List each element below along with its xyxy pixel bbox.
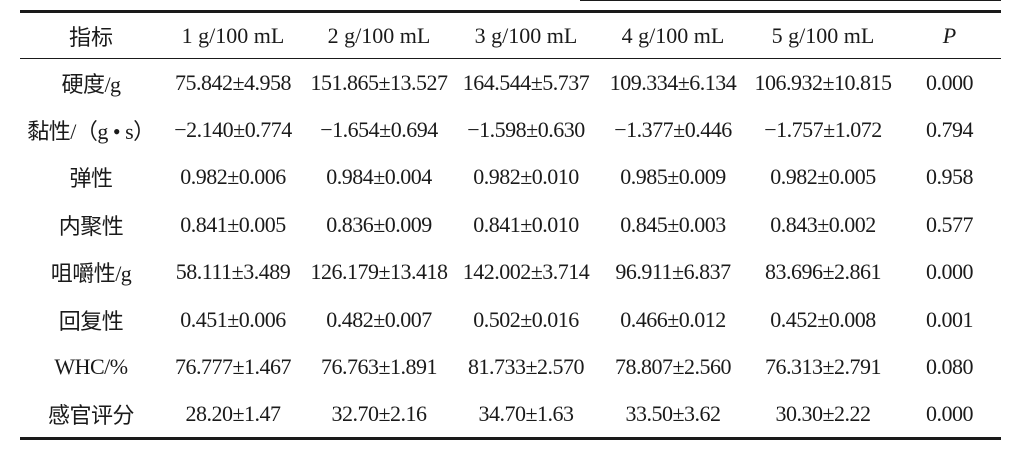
table-row: WHC/% 76.777±1.467 76.763±1.891 81.733±2…: [20, 344, 1001, 392]
header-row: 指标 1 g/100 mL 2 g/100 mL 3 g/100 mL 4 g/…: [20, 10, 1001, 59]
table-cell: −1.598±0.630: [467, 116, 585, 142]
table-row: 回复性 0.451±0.006 0.482±0.007 0.502±0.016 …: [20, 296, 1001, 344]
table-cell: 0.836±0.009: [326, 211, 432, 237]
table-cell: 0.841±0.010: [473, 211, 579, 237]
row-label: 感官评分: [20, 391, 162, 440]
table-cell: 78.807±2.560: [614, 354, 732, 380]
row-label: 回复性: [58, 308, 124, 334]
table-cell: 0.845±0.003: [620, 211, 726, 237]
table-cell: 76.313±2.791: [764, 354, 882, 380]
row-label: WHC/%: [54, 354, 128, 380]
table-row: 弹性 0.982±0.006 0.984±0.004 0.982±0.010 0…: [20, 154, 1001, 202]
header-conc-4: 4 g/100 mL: [598, 10, 748, 59]
table-cell: 0.452±0.008: [770, 306, 876, 332]
table-cell: −2.140±0.774: [174, 116, 292, 142]
table-row: 感官评分 28.20±1.47 32.70±2.16 34.70±1.63 33…: [20, 391, 1001, 440]
p-value-cell: 0.577: [926, 211, 974, 237]
table-cell: 32.70±2.16: [304, 391, 454, 440]
p-value-cell: 0.080: [926, 354, 974, 380]
header-conc-3: 3 g/100 mL: [454, 10, 598, 59]
table-cell: 58.111±3.489: [175, 259, 291, 285]
header-conc-1: 1 g/100 mL: [162, 10, 304, 59]
table-cell: 109.334±6.134: [609, 69, 737, 95]
table-cell: 151.865±13.527: [310, 69, 448, 95]
table-cell: 0.985±0.009: [620, 164, 726, 190]
table-cell: 0.502±0.016: [473, 306, 579, 332]
table-cell: 126.179±13.418: [310, 259, 448, 285]
row-label: 黏性/（g • s）: [27, 118, 155, 144]
table-cell: −1.757±1.072: [764, 116, 882, 142]
header-p-value: P: [898, 10, 1001, 59]
p-value-cell: 0.000: [926, 259, 974, 285]
table-cell: 76.763±1.891: [320, 354, 438, 380]
table-row: 硬度/g 75.842±4.958 151.865±13.527 164.544…: [20, 59, 1001, 107]
header-conc-2: 2 g/100 mL: [304, 10, 454, 59]
table-cell: 0.982±0.005: [770, 164, 876, 190]
p-value-cell: 0.000: [926, 69, 974, 95]
table-cell: −1.377±0.446: [614, 116, 732, 142]
p-value-cell: 0.001: [926, 306, 974, 332]
table-cell: −1.654±0.694: [320, 116, 438, 142]
table-cell: 0.841±0.005: [180, 211, 286, 237]
table-cell: 0.466±0.012: [620, 306, 726, 332]
table-cell: 106.932±10.815: [754, 69, 892, 95]
table-cell: 75.842±4.958: [174, 69, 292, 95]
table-cell: 34.70±1.63: [454, 391, 598, 440]
table-cell: 30.30±2.22: [748, 391, 898, 440]
header-indicator: 指标: [20, 10, 162, 59]
table-cell: 0.984±0.004: [326, 164, 432, 190]
table-cell: 33.50±3.62: [598, 391, 748, 440]
row-label: 弹性: [69, 166, 113, 192]
table-row: 咀嚼性/g 58.111±3.489 126.179±13.418 142.00…: [20, 249, 1001, 297]
row-label: 内聚性: [58, 213, 124, 239]
row-label: 硬度/g: [61, 71, 121, 97]
table-cell: 142.002±3.714: [462, 259, 590, 285]
table-cell: 0.982±0.006: [180, 164, 286, 190]
texture-properties-table: 指标 1 g/100 mL 2 g/100 mL 3 g/100 mL 4 g/…: [20, 10, 1001, 440]
preceding-rule-fragment: [580, 0, 1001, 1]
table-row: 内聚性 0.841±0.005 0.836±0.009 0.841±0.010 …: [20, 201, 1001, 249]
table-cell: 83.696±2.861: [764, 259, 882, 285]
row-label: 咀嚼性/g: [50, 261, 132, 287]
header-conc-5: 5 g/100 mL: [748, 10, 898, 59]
table-cell: 96.911±6.837: [615, 259, 731, 285]
p-value-cell: 0.958: [926, 164, 974, 190]
table-cell: 0.451±0.006: [180, 306, 286, 332]
p-value-cell: 0.000: [898, 391, 1001, 440]
table-cell: 164.544±5.737: [462, 69, 590, 95]
table-row: 黏性/（g • s） −2.140±0.774 −1.654±0.694 −1.…: [20, 106, 1001, 154]
table-cell: 0.482±0.007: [326, 306, 432, 332]
table-cell: 0.982±0.010: [473, 164, 579, 190]
table-cell: 76.777±1.467: [174, 354, 292, 380]
table-cell: 28.20±1.47: [162, 391, 304, 440]
table-cell: 81.733±2.570: [467, 354, 585, 380]
table-cell: 0.843±0.002: [770, 211, 876, 237]
p-value-cell: 0.794: [926, 116, 974, 142]
